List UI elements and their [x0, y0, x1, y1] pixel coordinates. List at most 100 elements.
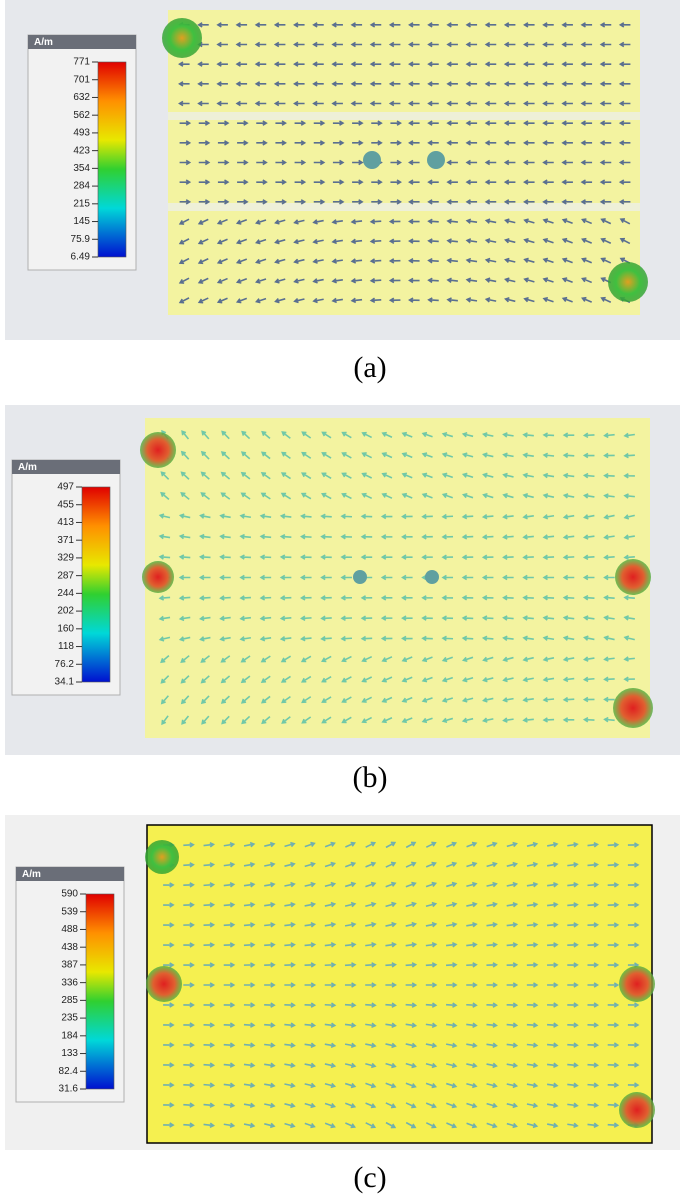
current-arrow — [405, 1042, 418, 1049]
current-arrow — [293, 22, 305, 28]
current-arrow — [237, 199, 249, 205]
current-arrow — [274, 298, 286, 304]
current-arrow — [441, 452, 454, 458]
current-arrow — [243, 982, 256, 988]
current-arrow — [235, 238, 248, 245]
current-arrow — [216, 100, 228, 107]
current-arrow — [401, 574, 413, 581]
current-arrow — [484, 199, 497, 205]
current-arrow — [542, 61, 554, 67]
current-arrow — [618, 159, 631, 166]
current-arrow — [561, 41, 573, 48]
current-arrow — [526, 861, 539, 868]
current-arrow — [293, 278, 305, 284]
current-arrow — [341, 472, 352, 479]
current-arrow — [385, 1082, 397, 1089]
current-arrow — [523, 199, 535, 205]
current-arrow — [603, 452, 615, 459]
current-arrow — [466, 1102, 478, 1109]
current-arrow — [522, 656, 534, 662]
current-arrow — [223, 982, 236, 988]
current-arrow — [623, 473, 635, 479]
hot-spot — [145, 840, 179, 874]
current-arrow — [340, 574, 352, 581]
current-arrow — [587, 1122, 599, 1128]
current-arrow — [405, 962, 418, 968]
current-arrow — [275, 179, 287, 185]
current-arrow — [627, 1042, 640, 1048]
current-arrow — [256, 159, 268, 166]
current-arrow — [183, 1022, 195, 1028]
current-arrow — [385, 1042, 397, 1049]
current-arrow — [183, 1042, 195, 1048]
current-arrow — [313, 199, 326, 205]
legend-tick-label: 285 — [61, 995, 78, 1006]
current-arrow — [237, 120, 249, 126]
current-arrow — [300, 595, 312, 601]
current-arrow — [408, 22, 420, 28]
current-arrow — [371, 179, 383, 185]
current-arrow — [405, 1062, 417, 1069]
current-arrow — [221, 715, 230, 725]
current-arrow — [243, 1002, 256, 1008]
current-arrow — [599, 199, 612, 205]
current-arrow — [425, 962, 438, 968]
current-arrow — [441, 615, 454, 621]
current-arrow — [421, 492, 433, 499]
current-arrow — [219, 574, 231, 581]
current-arrow — [293, 61, 305, 67]
current-arrow — [465, 100, 478, 107]
current-arrow — [304, 1042, 317, 1048]
current-arrow — [466, 1122, 478, 1129]
current-arrow — [446, 1122, 458, 1129]
current-arrow — [223, 1002, 236, 1008]
current-arrow — [158, 533, 171, 540]
current-arrow — [324, 1062, 337, 1069]
current-arrow — [216, 81, 228, 87]
current-arrow — [203, 842, 216, 848]
current-arrow — [618, 140, 631, 146]
current-arrow — [320, 615, 332, 622]
current-arrow — [264, 982, 276, 988]
current-arrow — [241, 715, 251, 725]
current-arrow — [567, 982, 579, 988]
current-arrow — [522, 514, 534, 520]
current-arrow — [561, 22, 573, 28]
current-arrow — [200, 492, 210, 500]
legend-tick-label: 133 — [61, 1048, 78, 1059]
current-arrow — [445, 1002, 458, 1008]
current-arrow — [183, 962, 195, 968]
current-arrow — [360, 513, 373, 520]
current-arrow — [160, 491, 170, 501]
current-arrow — [618, 41, 631, 48]
current-arrow — [381, 452, 393, 459]
legend-tick-label: 287 — [57, 570, 74, 581]
current-arrow — [567, 841, 579, 848]
current-arrow — [446, 199, 458, 205]
current-arrow — [461, 534, 474, 540]
current-arrow — [425, 1082, 438, 1089]
current-arrow — [408, 238, 420, 244]
legend-tick-label: 413 — [57, 517, 74, 528]
current-arrow — [219, 595, 231, 601]
current-arrow — [522, 574, 534, 581]
current-arrow — [580, 100, 593, 107]
current-arrow — [304, 1082, 316, 1089]
current-arrow — [506, 1002, 519, 1008]
current-arrow — [163, 942, 175, 948]
current-arrow — [350, 258, 363, 264]
current-arrow — [198, 554, 211, 560]
current-arrow — [623, 432, 635, 439]
current-arrow — [350, 81, 363, 87]
current-arrow — [582, 656, 595, 662]
current-arrow — [300, 533, 312, 540]
current-arrow — [561, 296, 573, 303]
current-arrow — [486, 962, 498, 968]
current-arrow — [427, 218, 439, 225]
legend-tick-label: 329 — [57, 553, 74, 564]
current-arrow — [607, 1122, 620, 1128]
current-arrow — [361, 696, 373, 703]
current-arrow — [388, 218, 401, 225]
current-arrow — [381, 431, 393, 438]
current-arrow — [313, 120, 326, 126]
